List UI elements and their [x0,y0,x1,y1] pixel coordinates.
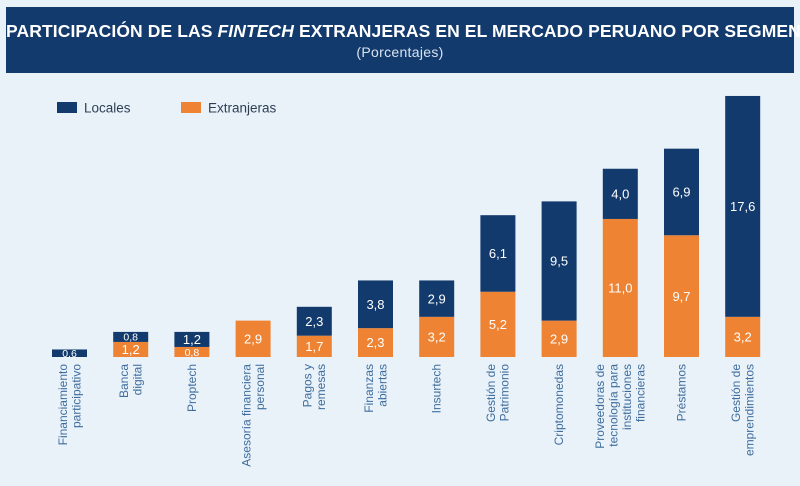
legend-label-locales: Locales [84,101,131,116]
data-label-locales: 6,1 [489,246,507,261]
data-label-locales: 9,5 [550,254,568,269]
legend-swatch-locales [57,102,77,113]
data-label-extranjeras: 11,0 [608,281,632,296]
title-part-1: PARTICIPACIÓN DE LAS [6,21,218,41]
bar-locales [725,95,761,317]
bar-locales [174,331,210,347]
data-label-locales: 6,9 [672,185,690,200]
category-label: Gestión deemprendimientos [729,364,757,456]
chart-subtitle: (Porcentajes) [356,44,444,60]
category-label-line: Banca [117,364,131,398]
category-label-line: abiertas [375,364,389,407]
data-label-extranjeras: 2,9 [550,331,568,346]
category-label-line: Insurtech [430,364,444,413]
category-label-line: Criptomonedas [552,364,566,445]
data-label-extranjeras: 1,7 [305,339,323,354]
category-label-line: Finanzas [362,364,376,413]
bar-locales [113,331,149,342]
bar-extranjeras [419,316,455,357]
bar-locales [419,280,455,317]
bar-extranjeras [725,316,761,357]
title-part-2: EXTRANJERAS EN EL MERCADO PERUANO POR SE… [294,21,800,41]
category-label-line: financieras [634,364,648,422]
data-label-locales: 1,2 [183,332,201,347]
data-label-extranjeras: 1,2 [122,342,140,357]
bar-extranjeras [235,320,271,357]
category-label-line: Asesoría financiera [239,364,253,467]
legend-label-extranjeras: Extranjeras [208,101,277,116]
bar-extranjeras [296,335,332,357]
category-label: Asesoría financierapersonal [239,364,267,467]
category-label-line: instituciones [620,364,634,430]
category-label-line: emprendimientos [742,364,756,456]
category-label: Bancadigital [117,364,145,398]
category-label: Criptomonedas [552,364,566,445]
category-label: Gestión dePatrimonio [484,364,512,422]
bar-extranjeras [664,235,699,357]
data-label-extranjeras: 0,8 [185,347,200,359]
data-label-extranjeras: 2,9 [244,331,262,346]
category-label: Préstamos [675,364,689,421]
bar-extranjeras [174,346,210,357]
category-label-line: Pagos y [301,364,315,407]
category-label-line: participativo [69,364,83,428]
data-label-extranjeras: 9,7 [672,289,690,304]
data-label-locales: 0,6 [62,348,77,360]
data-label-locales: 3,8 [366,297,384,312]
data-label-locales: 4,0 [611,187,629,202]
category-label-line: tecnología para [607,364,621,447]
bar-extranjeras [358,328,393,357]
category-label: Pagos yremesas [301,364,329,410]
category-label-line: remesas [314,364,328,410]
category-label: Proveedoras detecnología parainstitucion… [593,364,648,449]
category-label-line: Gestión de [484,364,498,422]
category-label-line: Proveedoras de [593,364,607,449]
category-label-line: personal [253,364,267,410]
category-label: Insurtech [430,364,444,413]
data-label-locales: 2,9 [428,291,446,306]
title-italic-fintech: FINTECH [217,21,294,41]
bar-locales [480,215,516,292]
bar-locales [358,280,393,329]
bar-locales [296,306,332,336]
bar-extranjeras [113,341,149,357]
data-label-extranjeras: 5,2 [489,317,507,332]
bar-locales [541,201,577,321]
bar-locales [664,148,699,236]
category-label: Financiamientoparticipativo [56,364,84,446]
data-label-extranjeras: 2,3 [366,335,384,350]
category-label-line: Proptech [185,364,199,412]
category-label-line: Gestión de [729,364,743,422]
data-label-locales: 17,6 [730,199,755,214]
chart-header: PARTICIPACIÓN DE LAS FINTECH EXTRANJERAS… [6,7,800,73]
bar-extranjeras [602,218,638,357]
bar-locales [602,168,638,219]
category-label-line: Patrimonio [498,364,512,422]
legend-swatch-extranjeras [181,102,201,113]
category-label: Finanzasabiertas [362,364,390,413]
data-label-extranjeras: 3,2 [428,330,446,345]
chart-title: PARTICIPACIÓN DE LAS FINTECH EXTRANJERAS… [6,20,800,42]
category-label-line: Financiamiento [56,364,70,446]
bar-extranjeras [541,320,577,357]
bar-extranjeras [480,291,516,357]
category-label-line: Préstamos [675,364,689,421]
data-label-extranjeras: 3,2 [734,330,752,345]
data-label-locales: 2,3 [305,314,323,329]
category-label: Proptech [185,364,199,412]
bar-locales [52,349,87,357]
category-label-line: digital [130,364,144,395]
data-label-locales: 0,8 [123,332,138,344]
